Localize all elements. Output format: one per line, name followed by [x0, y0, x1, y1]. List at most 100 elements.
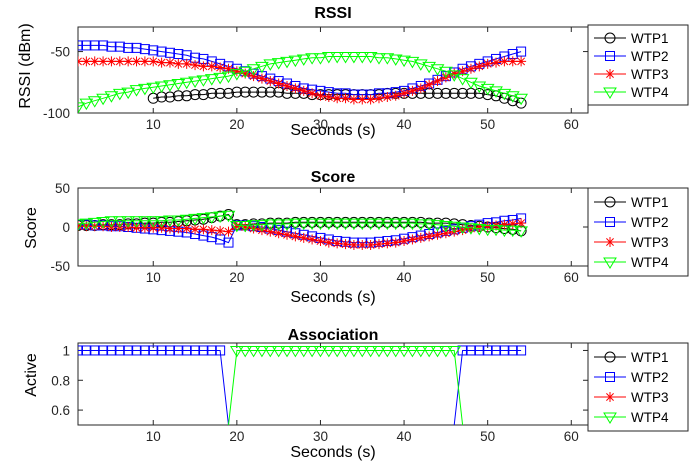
- rssi-series-wtp3-point: [290, 83, 301, 94]
- rssi-xtick-label: 10: [146, 117, 161, 132]
- score-series-wtp3-point: [474, 222, 485, 232]
- rssi-xtick-label: 20: [229, 117, 244, 132]
- rssi-series-wtp3-point: [181, 58, 192, 69]
- rssi-series-wtp3-point: [89, 56, 100, 67]
- rssi-series-wtp3-point: [382, 92, 393, 103]
- association-xtick-label: 30: [313, 429, 328, 444]
- subplot-association: Association Active Seconds (s) 10 20 30 40 5…: [23, 327, 689, 461]
- rssi-series-wtp1-point: [197, 89, 209, 101]
- score-series-wtp4-point: [171, 215, 186, 227]
- association-xtick-label: 40: [397, 429, 412, 444]
- association-legend-label: WTP4: [631, 410, 669, 425]
- rssi-series-wtp4-point: [280, 56, 294, 69]
- score-series-wtp4-point: [372, 218, 386, 231]
- rssi-series-wtp4-point: [497, 88, 512, 101]
- score-series-wtp1-point: [298, 216, 310, 228]
- association-ytick-label: 0.6: [51, 403, 70, 418]
- score-xtick-label: 20: [229, 270, 244, 285]
- rssi-legend-label: WTP2: [631, 49, 669, 64]
- rssi-series-wtp4-point: [213, 72, 228, 85]
- score-series-wtp4-point: [430, 220, 445, 232]
- rssi-plot-area: 10 20 30 40 50 60 -100 -50 WTP1 WTP2 WTP3 WTP4: [43, 24, 689, 132]
- score-series-wtp4-point: [146, 216, 161, 228]
- association-series-wtp2-point: [78, 345, 83, 356]
- score-plot-area: 10 20 30 40 50 60 -50 0 50 WTP1 WTP2 WTP3 WTP4: [50, 181, 689, 285]
- association-series-wtp4-point: [296, 345, 311, 358]
- rssi-ylabel: RSSI (dBm): [17, 23, 34, 108]
- score-series-wtp1-point: [390, 216, 402, 228]
- rssi-series-wtp3-point: [465, 63, 476, 74]
- score-series-wtp3-point: [290, 231, 301, 242]
- score-series-wtp4-point: [321, 218, 336, 231]
- rssi-series-wtp4-point: [338, 51, 353, 64]
- rssi-series-wtp4-point: [514, 93, 528, 106]
- score-series-wtp3-point: [231, 221, 242, 232]
- rssi-series-wtp3-point: [357, 94, 368, 105]
- score-series-wtp3-point: [98, 221, 109, 232]
- score-series-wtp4-point: [196, 213, 211, 225]
- score-series-wtp4-point: [163, 215, 177, 227]
- rssi-series-wtp4-point: [347, 51, 361, 64]
- association-series-wtp2-point: [190, 345, 201, 356]
- rssi-series-wtp3-point: [206, 61, 217, 72]
- score-series-wtp1-point: [398, 216, 410, 228]
- rssi-series-wtp3-point: [449, 68, 460, 79]
- score-series-wtp3-point: [348, 239, 359, 250]
- association-legend-item-wtp1: WTP1: [594, 350, 669, 365]
- score-series-wtp4-point: [288, 218, 303, 231]
- score-series-wtp3-point: [323, 237, 334, 248]
- rssi-series-wtp4-point: [104, 91, 119, 103]
- rssi-series-wtp4-point: [246, 64, 261, 76]
- rssi-series-wtp3-point: [139, 56, 150, 67]
- rssi-series-wtp4-point: [87, 96, 102, 108]
- rssi-series-wtp3-point: [198, 61, 209, 72]
- score-series-wtp1-point: [406, 216, 418, 228]
- score-series-wtp4-point: [221, 210, 236, 223]
- rssi-ytick-label: -100: [43, 106, 70, 121]
- score-legend-item-wtp3: WTP3: [594, 235, 669, 250]
- association-series-wtp2-point: [139, 345, 150, 356]
- rssi-series-wtp3-point: [348, 94, 359, 105]
- score-series-wtp4-point: [112, 216, 127, 228]
- rssi-series-wtp4-point: [129, 85, 144, 97]
- association-series-wtp4-point: [229, 345, 244, 358]
- legend-marker-circle: [604, 32, 616, 44]
- association-legend: WTP1 WTP2 WTP3 WTP4: [587, 342, 689, 432]
- association-series-wtp2-point: [474, 345, 485, 356]
- score-series-wtp1-point: [381, 216, 393, 228]
- score-series-wtp3-point: [181, 223, 192, 234]
- association-plot-area: 10 20 30 40 50 60 0.6 0.8 1 WTP1 WTP2 WTP3 WTP4: [51, 342, 689, 444]
- rssi-series-wtp4-point: [355, 51, 370, 64]
- score-xtick-label: 50: [480, 270, 495, 285]
- score-legend-item-wtp1: WTP1: [594, 195, 669, 210]
- rssi-series-wtp4-point: [388, 54, 403, 66]
- score-series-wtp4-point: [296, 218, 311, 231]
- score-series-group: [78, 209, 528, 250]
- association-series-wtp2-point: [181, 345, 192, 356]
- legend-marker-square: [605, 51, 615, 61]
- rssi-series-wtp3-point: [307, 88, 318, 99]
- rssi-title: RSSI: [314, 5, 351, 22]
- rssi-series-wtp1-point: [440, 87, 452, 99]
- score-series-wtp3-point: [273, 228, 284, 239]
- score-series-wtp4-point: [138, 216, 152, 228]
- association-series-wtp2-point: [156, 345, 167, 356]
- score-series-wtp3-point: [223, 226, 234, 237]
- rssi-series-wtp3-point: [491, 57, 502, 68]
- rssi-series-wtp3-point: [432, 76, 443, 87]
- rssi-series-wtp3-point: [240, 68, 251, 79]
- score-series-wtp3-point: [373, 239, 384, 250]
- rssi-series-wtp4-point: [405, 56, 420, 69]
- rssi-xtick-label: 50: [480, 117, 495, 132]
- score-xtick-label: 10: [146, 270, 161, 285]
- score-series-wtp1-point: [289, 216, 301, 228]
- rssi-series-wtp1-point: [239, 86, 251, 98]
- score-series-wtp4-point: [313, 218, 328, 231]
- score-series-wtp3-point: [415, 232, 426, 243]
- rssi-series-wtp3-point: [81, 56, 92, 67]
- rssi-series-wtp2-point: [139, 44, 150, 55]
- score-series-wtp3-point: [265, 226, 276, 237]
- rssi-series-wtp1-point: [164, 91, 176, 103]
- legend-marker-asterisk: [605, 237, 615, 247]
